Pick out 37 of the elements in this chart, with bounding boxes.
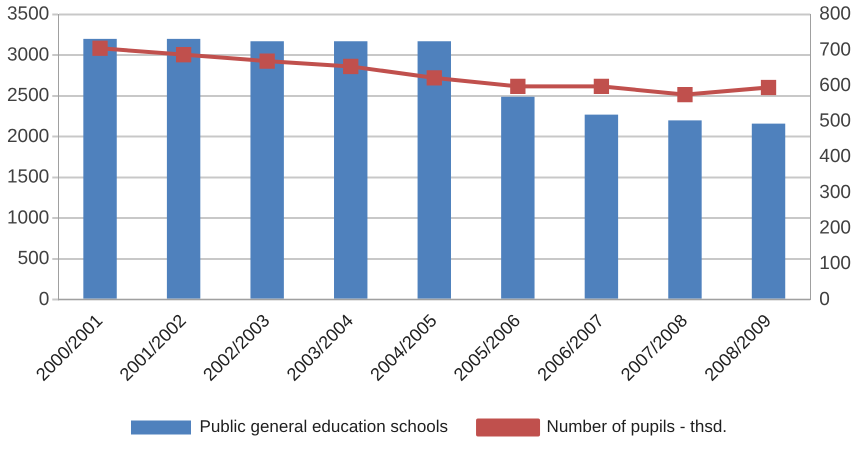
point xyxy=(343,58,358,74)
point xyxy=(426,70,442,86)
y2-tick-label: 400 xyxy=(819,146,851,168)
y2-tick-label: 0 xyxy=(819,288,830,310)
y2-tick-label: 500 xyxy=(819,110,851,132)
bar xyxy=(334,41,368,299)
y2-tick-label: 800 xyxy=(819,4,851,25)
y-tick-label: 2000 xyxy=(6,126,50,147)
y-tick-label: 1500 xyxy=(6,166,50,188)
point xyxy=(594,78,610,94)
point xyxy=(677,86,693,102)
y-tick-label: 1000 xyxy=(6,207,50,228)
bar xyxy=(584,114,618,299)
point xyxy=(760,80,776,96)
point xyxy=(92,40,108,56)
y-tick-label: 2500 xyxy=(6,85,50,106)
y2-tick-label: 600 xyxy=(819,74,851,96)
bar xyxy=(250,41,284,299)
y2-tick-label: 300 xyxy=(819,182,851,203)
bar xyxy=(668,120,702,299)
legend-label: Public general education schools xyxy=(199,417,448,436)
bar xyxy=(418,41,451,299)
y2-tick-label: 100 xyxy=(819,253,851,274)
bar xyxy=(501,96,535,299)
y2-tick-label: 700 xyxy=(819,39,851,60)
y2-tick-label: 200 xyxy=(819,218,851,239)
y-tick-label: 3000 xyxy=(6,44,50,66)
bar xyxy=(752,124,786,299)
point xyxy=(510,78,526,94)
bar xyxy=(83,38,117,299)
bar xyxy=(166,38,200,299)
point xyxy=(176,47,192,62)
y-tick-label: 3500 xyxy=(6,4,50,25)
legend-label: Number of pupils - thsd. xyxy=(546,417,728,436)
point xyxy=(260,53,275,69)
y-tick-label: 0 xyxy=(38,288,50,310)
y-tick-label: 500 xyxy=(18,248,50,270)
